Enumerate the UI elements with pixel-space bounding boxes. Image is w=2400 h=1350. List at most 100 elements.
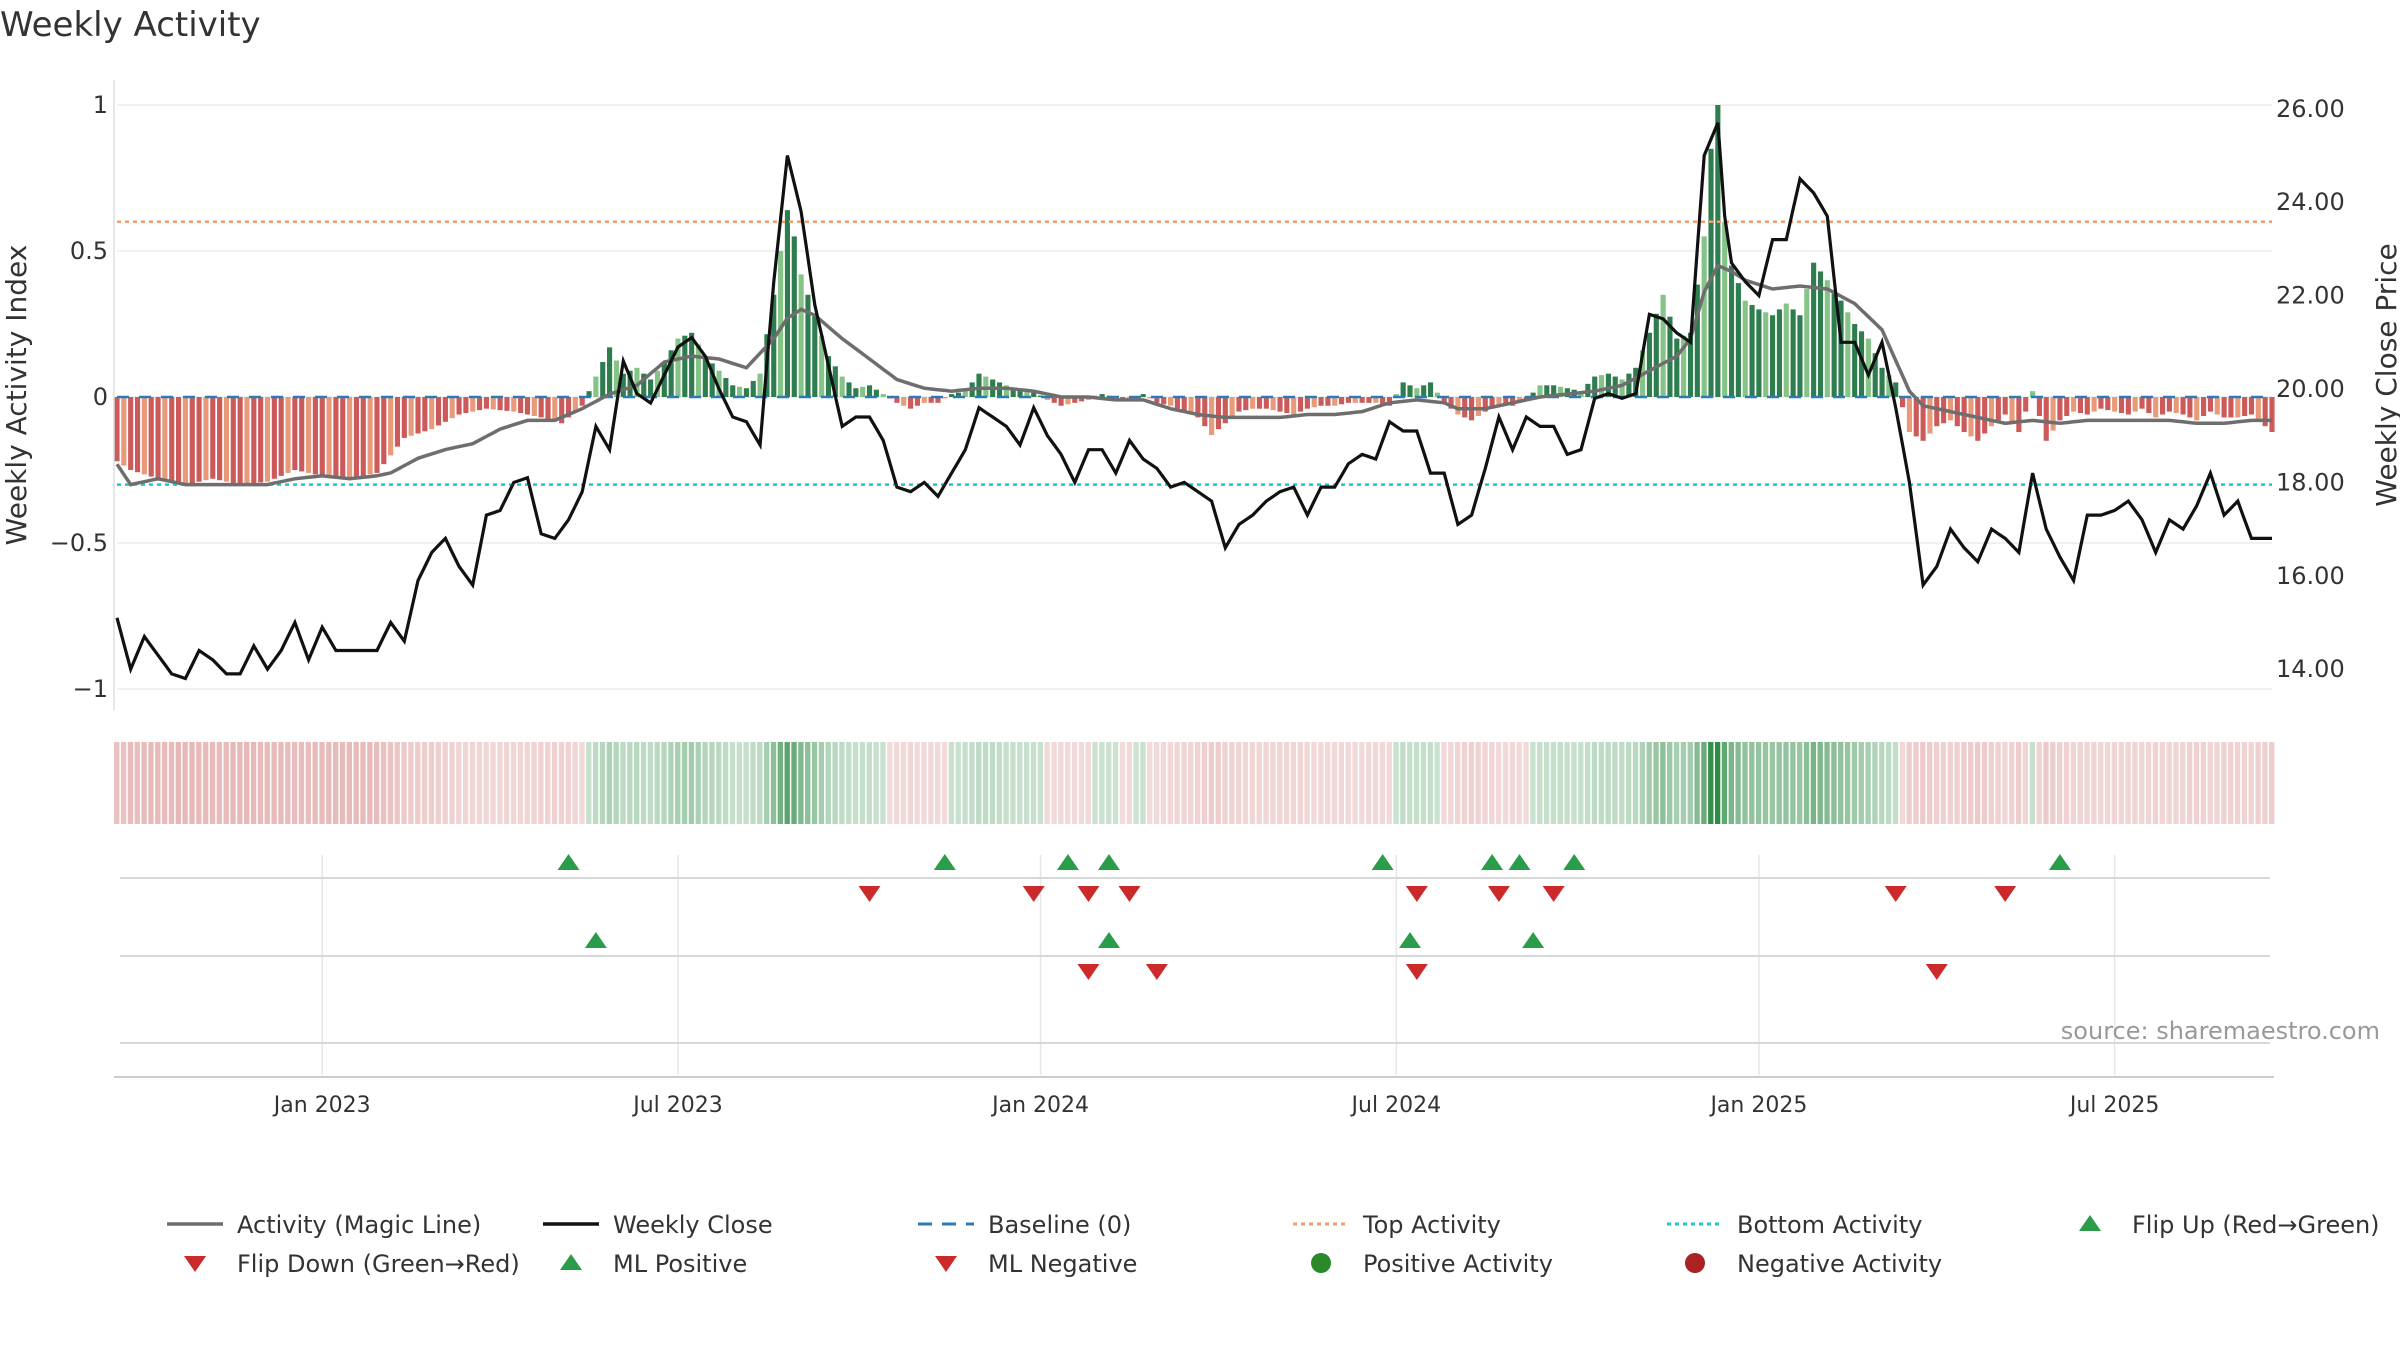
activity-bar bbox=[1893, 382, 1899, 397]
activity-bar bbox=[538, 397, 544, 418]
heat-cell bbox=[1626, 742, 1632, 824]
activity-bar bbox=[935, 397, 941, 403]
heat-cell bbox=[2180, 742, 2186, 824]
activity-bar bbox=[456, 397, 462, 415]
legend-swatch bbox=[1311, 1253, 1331, 1273]
activity-bar bbox=[839, 376, 845, 397]
activity-bar bbox=[2016, 397, 2022, 433]
heat-cell bbox=[1749, 742, 1755, 824]
heat-cell bbox=[1413, 742, 1420, 824]
heat-cell bbox=[1509, 742, 1516, 824]
flip-up-marker bbox=[2048, 854, 2071, 870]
activity-bar bbox=[134, 397, 141, 473]
y-tick-left: −1 bbox=[73, 675, 108, 703]
activity-bar bbox=[1373, 397, 1379, 403]
activity-bar bbox=[1660, 294, 1666, 397]
activity-bar bbox=[1920, 397, 1926, 441]
activity-bar bbox=[155, 397, 161, 479]
heat-cell bbox=[2159, 742, 2165, 824]
activity-bar bbox=[1728, 265, 1735, 397]
heat-cell bbox=[1030, 742, 1037, 824]
y-tick-right: 16.00 bbox=[2276, 562, 2345, 590]
activity-bar bbox=[1544, 385, 1550, 397]
activity-bar bbox=[360, 397, 366, 476]
heat-cell bbox=[1489, 742, 1495, 824]
activity-bar bbox=[429, 397, 435, 430]
heat-cell bbox=[2132, 742, 2138, 824]
activity-bar bbox=[668, 350, 674, 397]
heat-cell bbox=[1393, 742, 1399, 824]
heat-cell bbox=[1153, 742, 1160, 824]
activity-bar bbox=[1359, 397, 1365, 403]
heat-cell bbox=[175, 742, 181, 824]
heat-cell bbox=[1974, 742, 1981, 824]
heat-cell bbox=[1065, 742, 1071, 824]
activity-bar bbox=[723, 378, 729, 397]
heat-cell bbox=[1502, 742, 1509, 824]
activity-bar bbox=[1530, 392, 1536, 397]
heat-cell bbox=[2043, 742, 2049, 824]
heat-cell bbox=[2166, 742, 2172, 824]
heat-cell bbox=[1858, 742, 1864, 824]
heat-cell bbox=[1160, 742, 1167, 824]
heat-cell bbox=[524, 742, 530, 824]
heat-cell bbox=[1277, 742, 1283, 824]
activity-bar bbox=[1044, 397, 1050, 400]
activity-bar bbox=[531, 397, 537, 416]
activity-bar bbox=[1167, 397, 1174, 406]
heat-cell bbox=[517, 742, 524, 824]
activity-bar bbox=[435, 397, 442, 426]
legend-label: ML Positive bbox=[613, 1250, 747, 1278]
heat-cell bbox=[1099, 742, 1105, 824]
activity-bar bbox=[2125, 397, 2131, 415]
heat-cell bbox=[1112, 742, 1119, 824]
grid bbox=[117, 104, 2272, 1075]
flip-down-marker bbox=[1994, 886, 2017, 902]
activity-bar bbox=[1927, 397, 1933, 434]
activity-bar bbox=[1934, 397, 1940, 427]
legend-label: Top Activity bbox=[1362, 1211, 1501, 1239]
heat-cell bbox=[1838, 742, 1844, 824]
heat-cell bbox=[401, 742, 407, 824]
activity-bar bbox=[579, 397, 585, 406]
activity-bar bbox=[798, 274, 804, 397]
activity-bar bbox=[1475, 397, 1481, 416]
activity-bar bbox=[627, 370, 633, 397]
heat-cell bbox=[1188, 742, 1194, 824]
activity-bar bbox=[1455, 397, 1461, 415]
activity-bar bbox=[1236, 397, 1242, 412]
heat-cell bbox=[586, 742, 592, 824]
heat-cell bbox=[736, 742, 742, 824]
activity-bar bbox=[278, 397, 284, 476]
heat-cell bbox=[1844, 742, 1851, 824]
activity-bar bbox=[2084, 397, 2090, 415]
legend-swatch bbox=[560, 1254, 582, 1270]
heat-cell bbox=[394, 742, 400, 824]
heat-cell bbox=[360, 742, 366, 824]
heat-cell bbox=[1892, 742, 1899, 824]
activity-bar bbox=[2207, 397, 2213, 412]
heat-cell bbox=[1290, 742, 1297, 824]
heat-cell bbox=[928, 742, 934, 824]
heat-cell bbox=[1051, 742, 1057, 824]
heat-cell bbox=[1571, 742, 1577, 824]
activity-bar bbox=[347, 397, 353, 479]
legend-swatch bbox=[184, 1256, 206, 1272]
y-tick-right: 26.00 bbox=[2276, 95, 2345, 123]
heat-cell bbox=[2269, 742, 2275, 824]
heat-cell bbox=[716, 742, 722, 824]
heat-cell bbox=[1612, 742, 1618, 824]
activity-bar bbox=[1824, 280, 1830, 397]
heat-cell bbox=[1899, 742, 1905, 824]
flip-up-marker bbox=[1056, 854, 1079, 870]
heat-cell bbox=[2002, 742, 2008, 824]
activity-bar bbox=[1311, 397, 1317, 408]
heat-cell bbox=[155, 742, 161, 824]
heat-cell bbox=[1106, 742, 1112, 824]
heat-cell bbox=[2200, 742, 2207, 824]
heat-cell bbox=[141, 742, 147, 824]
activity-bar bbox=[1722, 221, 1728, 397]
activity-bar bbox=[908, 397, 914, 409]
heat-cell bbox=[264, 742, 270, 824]
activity-bar bbox=[312, 397, 318, 475]
